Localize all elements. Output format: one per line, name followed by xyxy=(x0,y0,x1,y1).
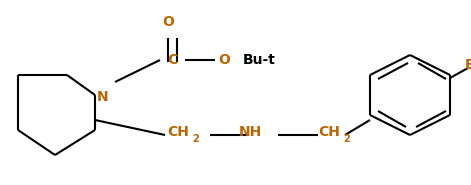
Text: CH: CH xyxy=(318,125,340,139)
Text: Bu-t: Bu-t xyxy=(243,53,276,67)
Text: 2: 2 xyxy=(193,134,199,144)
Text: O: O xyxy=(162,15,174,29)
Text: C: C xyxy=(167,53,177,67)
Text: Br: Br xyxy=(465,58,471,72)
Text: 2: 2 xyxy=(344,134,350,144)
Text: N: N xyxy=(97,90,109,104)
Text: NH: NH xyxy=(238,125,261,139)
Text: CH: CH xyxy=(167,125,189,139)
Text: O: O xyxy=(218,53,230,67)
